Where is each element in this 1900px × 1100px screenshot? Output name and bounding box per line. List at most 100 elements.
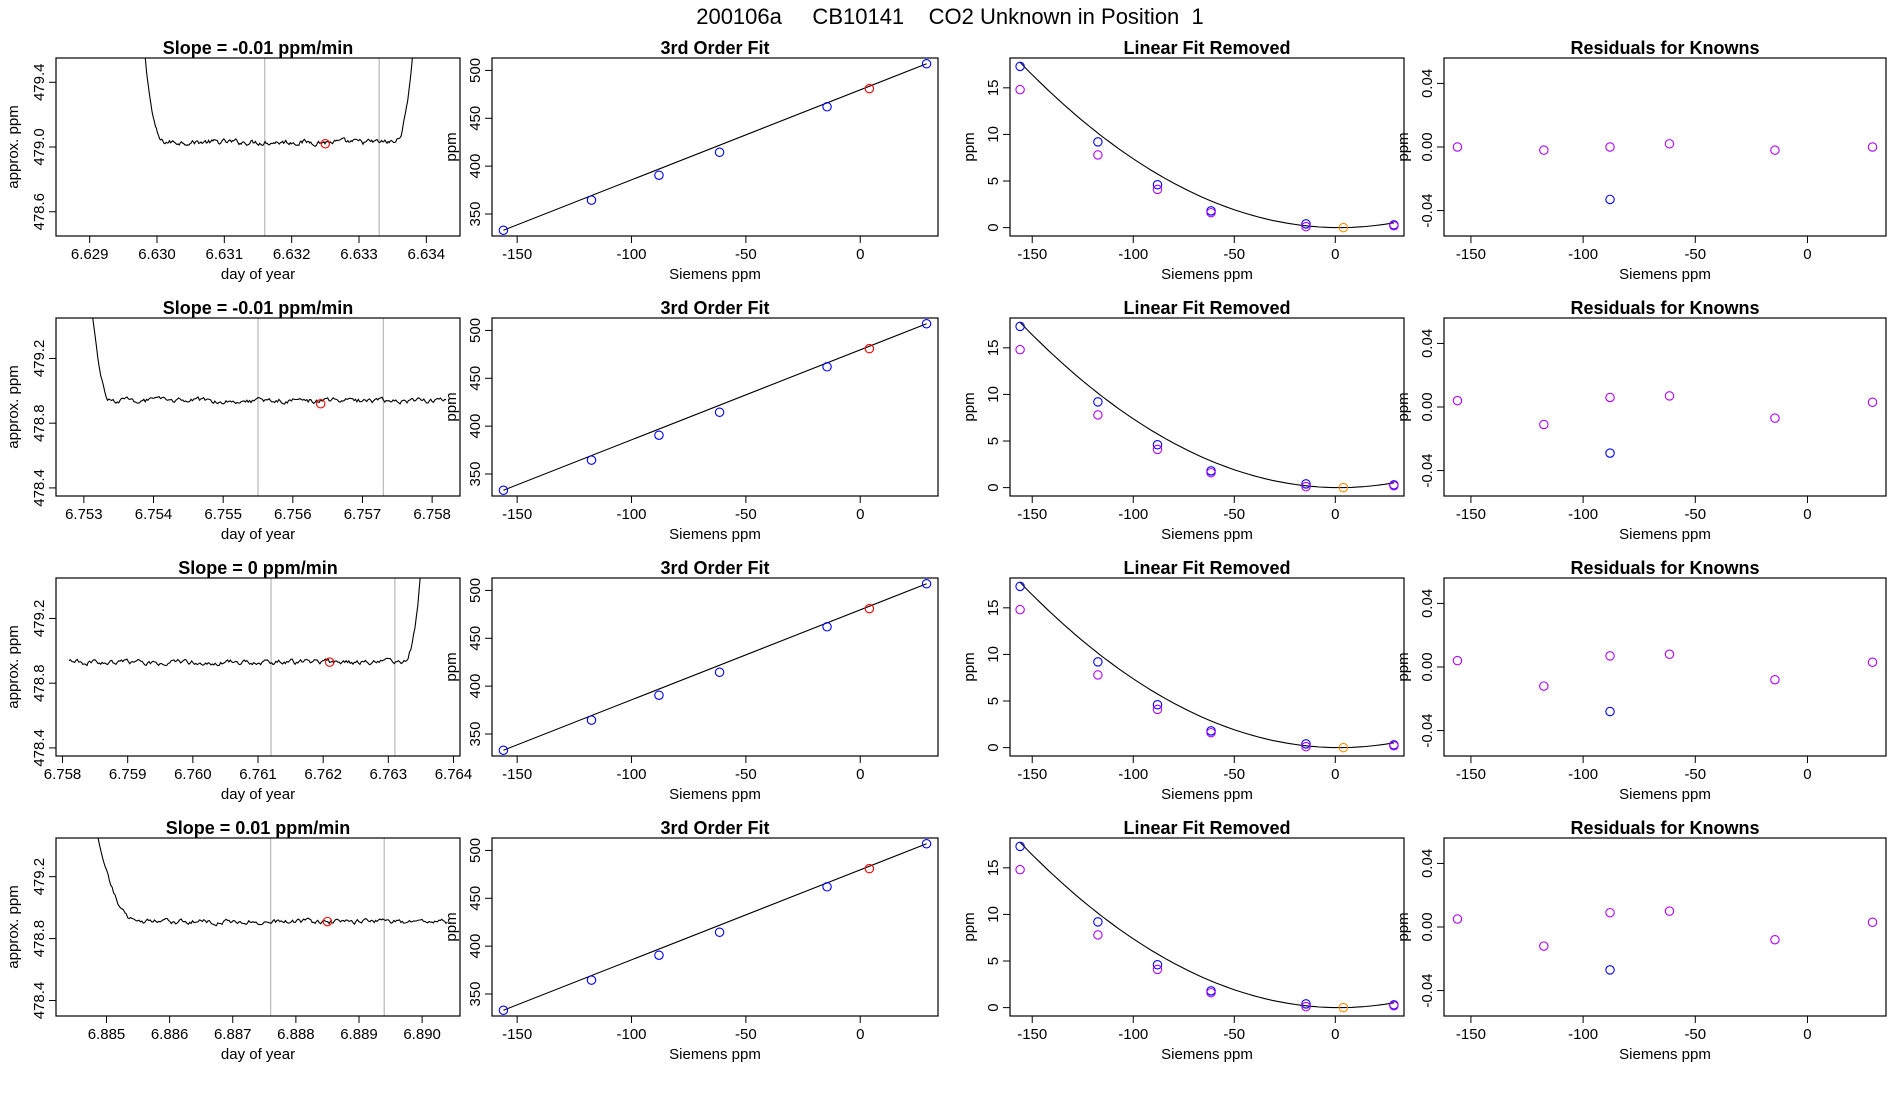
residual-point: [1770, 413, 1780, 423]
y-tick-label: 350: [467, 461, 484, 486]
unknown-point: [864, 863, 875, 874]
y-tick-label: 450: [467, 626, 484, 651]
x-tick-label: -150: [502, 506, 532, 523]
standard-point: [1605, 706, 1615, 717]
standard-point: [1093, 657, 1103, 667]
panel-content: [1015, 841, 1399, 1013]
x-tick-label: -150: [1456, 246, 1486, 263]
residual-point: [1152, 184, 1163, 195]
y-tick-label: 0.00: [1419, 132, 1436, 161]
y-tick-label: 500: [467, 58, 484, 83]
x-tick-label: 6.757: [344, 506, 382, 523]
standard-point: [1015, 841, 1025, 852]
x-axis-label: Siemens ppm: [1619, 266, 1711, 283]
standard-point: [1093, 397, 1103, 407]
residual-point: [1301, 481, 1311, 492]
x-tick-label: 6.632: [273, 246, 311, 263]
standard-point: [1093, 137, 1103, 147]
y-tick-label: 350: [467, 201, 484, 226]
x-tick-label: -150: [1456, 506, 1486, 523]
panel-2-2: 3rd Order Fit -150 -100 -50 0 350 400 450 500 Sie…: [443, 298, 939, 543]
x-tick-label: -100: [1568, 766, 1598, 783]
fit-curve: [1019, 582, 1394, 749]
x-tick-label: -150: [1017, 766, 1047, 783]
residual-point: [1093, 930, 1103, 940]
y-tick-label: 0.04: [1419, 849, 1436, 878]
standard-point: [1206, 206, 1216, 216]
standard-point: [586, 455, 597, 465]
standard-point: [654, 950, 664, 960]
y-tick-label: 0.00: [1419, 912, 1436, 941]
panel-content: [1015, 61, 1399, 233]
y-tick-label: 0.04: [1419, 69, 1436, 98]
plot-frame: [1443, 837, 1887, 1017]
x-tick-label: -150: [1456, 1026, 1486, 1043]
residual-point: [1015, 864, 1025, 875]
plot-frame: [55, 57, 461, 237]
standard-point: [586, 195, 597, 205]
y-tick-label: 478.8: [31, 404, 48, 442]
y-tick-label: 400: [467, 414, 484, 439]
residual-point: [1539, 419, 1549, 430]
x-tick-label: 6.754: [135, 506, 173, 523]
plot-frame: [1443, 57, 1887, 237]
standard-point: [1206, 466, 1216, 476]
fit-line: [503, 63, 927, 231]
x-tick-label: 6.888: [277, 1026, 315, 1043]
residual-point: [1301, 1001, 1311, 1012]
x-tick-label: -100: [1568, 1026, 1598, 1043]
y-tick-label: 478.8: [31, 664, 48, 702]
panel-title: 3rd Order Fit: [660, 38, 769, 58]
y-tick-label: 5: [985, 437, 1002, 445]
x-tick-label: 0: [1331, 246, 1339, 263]
plot-frame: [1009, 317, 1405, 497]
standard-point: [1015, 61, 1025, 72]
y-tick-label: 479.2: [31, 600, 48, 638]
panel-content: [1452, 139, 1878, 205]
y-tick-label: 500: [467, 838, 484, 863]
panel-3-3: Linear Fit Removed -150 -100 -50 0 0 5 10 15 Siem…: [961, 558, 1405, 803]
fit-line: [503, 583, 927, 751]
x-tick-label: 0: [856, 766, 864, 783]
y-tick-label: 0: [985, 743, 1002, 751]
standard-point: [921, 58, 932, 69]
y-tick-label: 400: [467, 674, 484, 699]
standard-point: [498, 485, 509, 496]
residual-point: [1389, 480, 1399, 491]
residual-point: [1093, 410, 1103, 420]
standard-point: [654, 690, 664, 700]
y-tick-label: 10: [985, 126, 1002, 143]
standard-point: [1015, 581, 1025, 592]
x-tick-label: 0: [1803, 246, 1811, 263]
panel-content: [1015, 581, 1399, 753]
y-tick-label: 5: [985, 177, 1002, 185]
plot-frame: [491, 837, 939, 1017]
y-tick-label: 450: [467, 106, 484, 131]
standard-point: [1206, 986, 1216, 996]
residual-point: [1770, 674, 1780, 685]
standard-point: [1152, 179, 1163, 190]
x-tick-label: -50: [1684, 246, 1706, 263]
standard-point: [1152, 699, 1163, 710]
y-tick-label: 15: [985, 79, 1002, 96]
residual-point: [1389, 220, 1399, 231]
y-axis-label: approx. ppm: [5, 625, 22, 708]
x-tick-label: 6.630: [138, 246, 176, 263]
residual-point: [1664, 391, 1675, 401]
x-tick-label: -100: [617, 506, 647, 523]
x-tick-label: -50: [1223, 766, 1245, 783]
fit-line: [503, 323, 927, 491]
x-tick-label: 6.760: [174, 766, 212, 783]
residual-point: [1664, 139, 1675, 149]
y-tick-label: 478.6: [31, 193, 48, 231]
y-axis-label: ppm: [961, 912, 978, 941]
x-tick-label: -100: [617, 1026, 647, 1043]
residual-point: [1664, 649, 1675, 660]
y-tick-label: 0: [985, 223, 1002, 231]
panel-title: 3rd Order Fit: [660, 558, 769, 578]
residual-point: [1015, 604, 1025, 615]
standard-point: [586, 715, 597, 725]
x-tick-label: 0: [1803, 506, 1811, 523]
y-tick-label: 0.00: [1419, 652, 1436, 681]
panel-title: Linear Fit Removed: [1123, 558, 1290, 578]
